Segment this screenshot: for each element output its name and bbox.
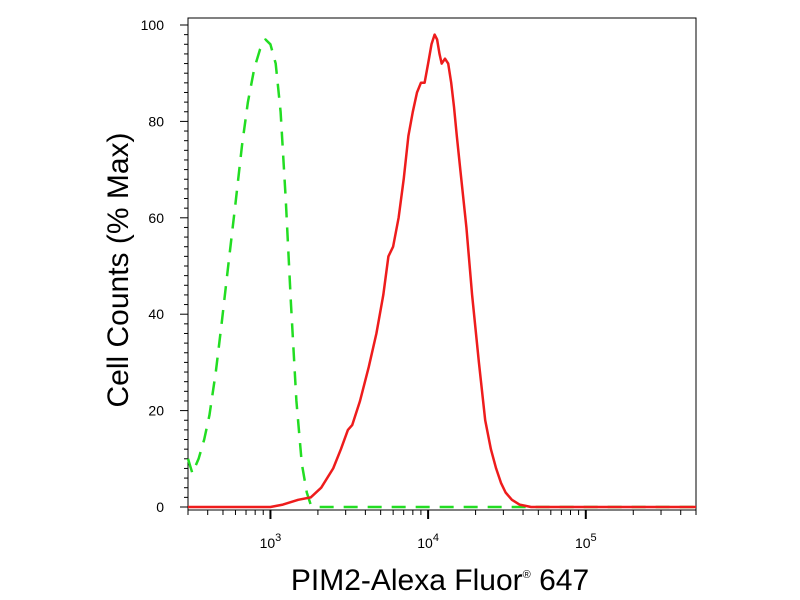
histogram-series-2 [188, 33, 696, 509]
plot-frame [187, 17, 697, 511]
y-tick-label: 60 [148, 210, 164, 226]
x-axis-title-main: PIM2-Alexa Fluor [291, 564, 523, 597]
histogram-series-1 [186, 38, 696, 509]
y-tick-label: 80 [148, 113, 164, 129]
x-axis-ticks: 103 104 105 [187, 510, 697, 551]
x-tick-label: 105 [575, 532, 597, 551]
series-layer [186, 33, 696, 509]
x-tick-label: 104 [417, 532, 439, 551]
x-axis-title: PIM2-Alexa Fluor® 647 [291, 564, 589, 597]
y-tick-label: 20 [148, 403, 164, 419]
x-axis-title-suffix: 647 [531, 564, 589, 597]
y-tick-label: 0 [156, 499, 164, 515]
y-tick-label: 40 [148, 306, 164, 322]
y-axis-title: Cell Counts (% Max) [102, 132, 135, 407]
x-axis-title-superscript: ® [523, 569, 531, 581]
y-tick-label: 100 [141, 17, 165, 33]
x-tick-label: 103 [260, 532, 282, 551]
y-axis-ticks: 0 20 40 60 80 100 [141, 17, 188, 515]
